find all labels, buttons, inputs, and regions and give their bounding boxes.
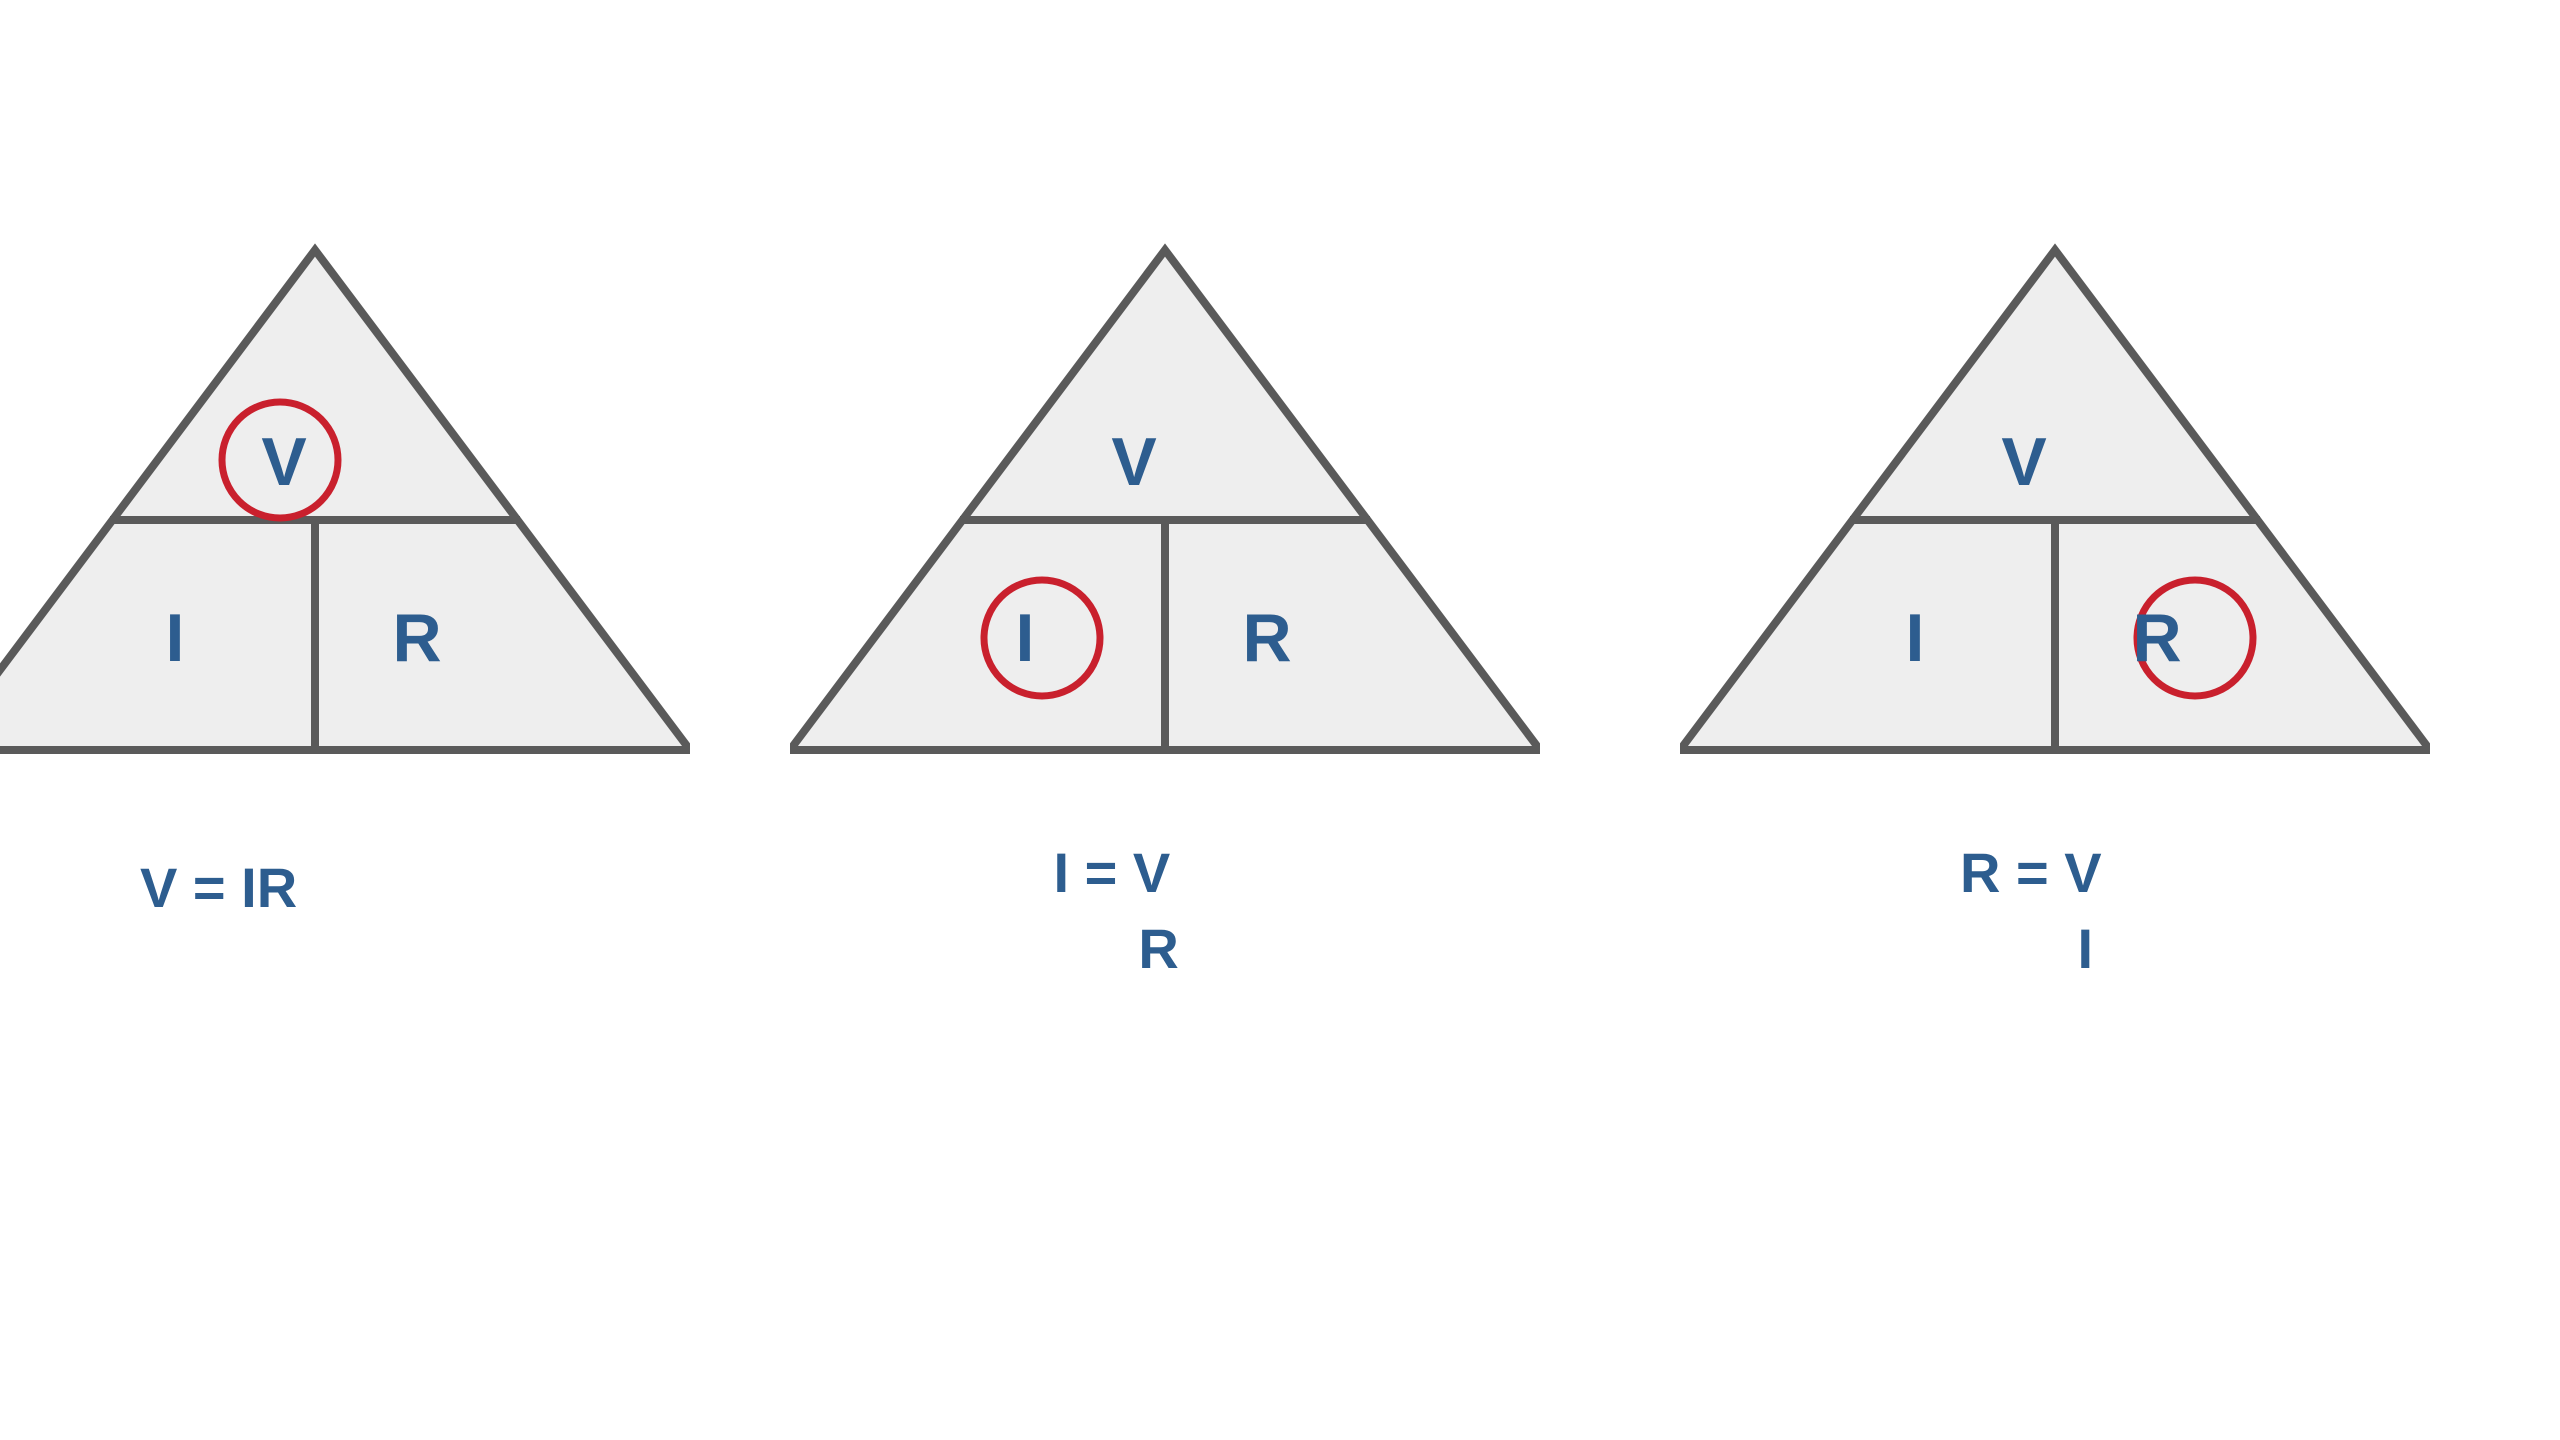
triangle-shape: V I R xyxy=(1680,230,2430,770)
equation-line: I = V xyxy=(1045,835,1179,911)
ohms-law-triangle-3: V I R R = V I xyxy=(1680,230,2430,1070)
equation-line: R xyxy=(1045,911,1179,987)
letter-v: V xyxy=(1111,423,1156,501)
letter-v: V xyxy=(261,423,306,501)
triangle-svg xyxy=(0,230,690,770)
equation-line: R = V xyxy=(1960,835,2102,911)
triangle-svg xyxy=(1680,230,2430,770)
letter-i: I xyxy=(1016,599,1035,677)
triangle-shape: V I R xyxy=(790,230,1540,770)
triangle-shape: V I R xyxy=(0,230,690,770)
equation-label: V = IR xyxy=(140,850,297,926)
letter-v: V xyxy=(2001,423,2046,501)
equation-label: R = V I xyxy=(1960,835,2102,986)
letter-i: I xyxy=(166,599,185,677)
triangle-svg xyxy=(790,230,1540,770)
ohms-law-triangle-2: VIRI = V R xyxy=(790,230,1540,1070)
equation-line: V = IR xyxy=(140,850,297,926)
letter-r: R xyxy=(2132,599,2181,677)
equation-label: I = V R xyxy=(1045,835,1179,986)
letter-r: R xyxy=(1242,599,1291,677)
letter-r: R xyxy=(392,599,441,677)
ohms-law-triangle-1: V I R V = IR xyxy=(0,230,690,1070)
letter-i: I xyxy=(1906,599,1925,677)
ohms-law-diagram: VIRV = IRVIRI = V RVIRR = V I xyxy=(0,0,2560,1440)
equation-line: I xyxy=(1960,911,2102,987)
